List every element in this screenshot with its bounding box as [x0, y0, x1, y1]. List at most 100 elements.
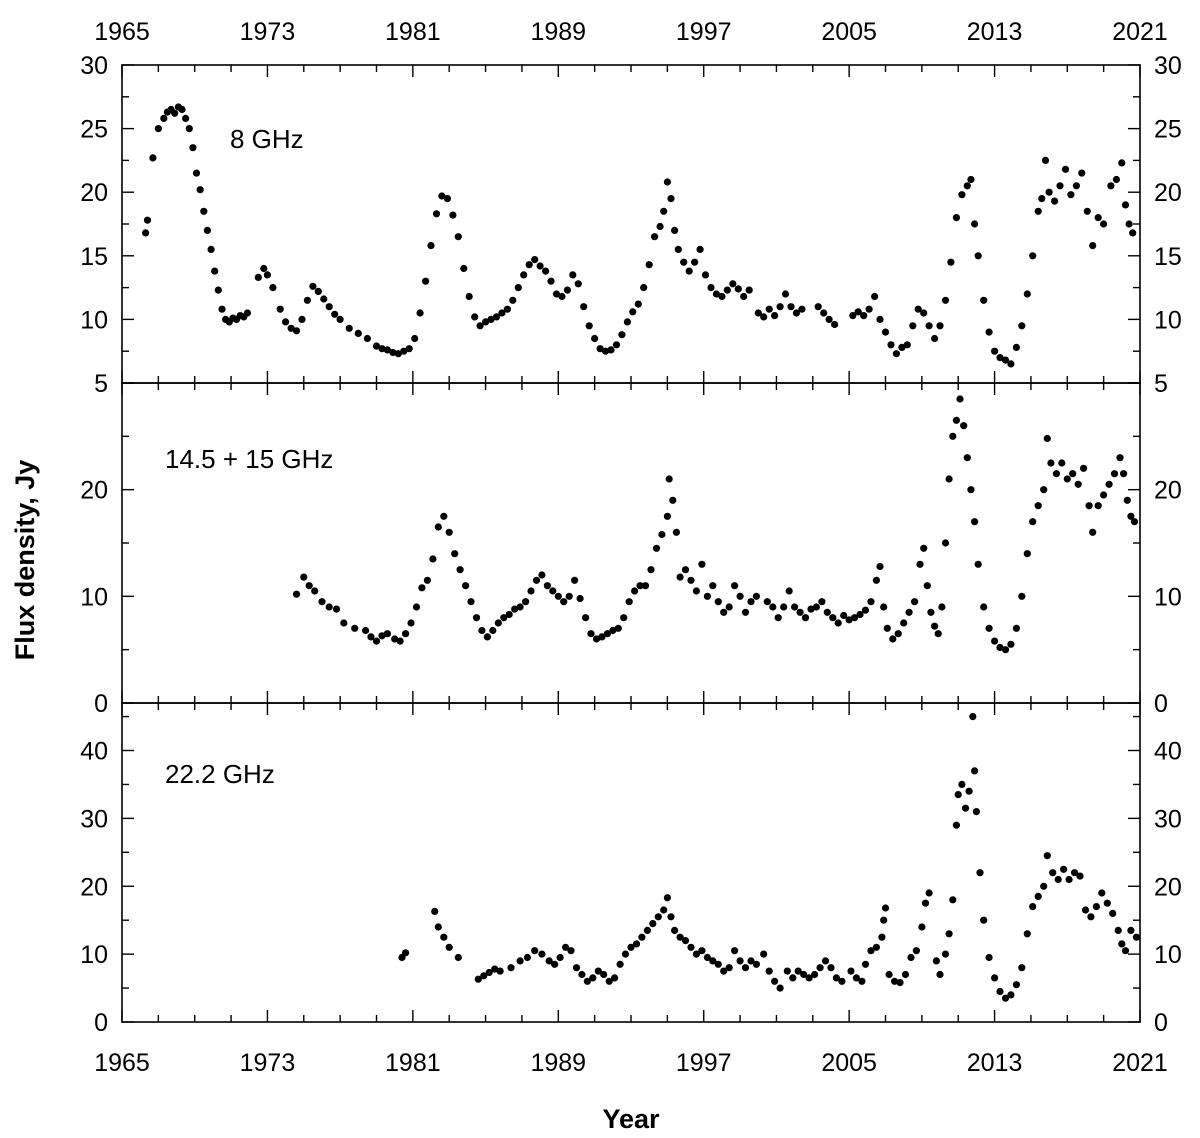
- data-point: [318, 598, 326, 606]
- data-point: [331, 310, 339, 318]
- x-tick-label-bottom: 2021: [1112, 1049, 1168, 1077]
- data-point: [614, 624, 622, 632]
- data-point: [834, 619, 842, 627]
- data-point: [720, 967, 728, 975]
- data-point: [1078, 169, 1086, 177]
- data-point: [752, 592, 761, 600]
- data-point: [903, 341, 911, 349]
- data-point: [362, 626, 370, 635]
- y-tick-label: 5: [94, 370, 108, 398]
- data-point: [789, 974, 797, 982]
- data-point: [958, 191, 966, 199]
- data-point: [1123, 496, 1131, 504]
- data-point: [901, 970, 910, 979]
- data-point: [898, 343, 906, 351]
- data-point: [545, 957, 553, 965]
- data-point: [760, 313, 768, 321]
- data-point: [498, 309, 506, 317]
- data-point: [487, 315, 495, 323]
- data-point: [480, 972, 488, 980]
- x-tick-label-top: 1989: [530, 18, 586, 46]
- data-point: [478, 626, 486, 635]
- data-point: [1043, 852, 1051, 860]
- data-point: [852, 974, 861, 982]
- tick-labels: 5 5 10 10 15 15 20 20 25 25 30 30 0 0 10 10 20 20 0 0 10 10 20…: [80, 18, 1182, 1077]
- data-point: [405, 345, 413, 353]
- data-point: [1034, 207, 1042, 215]
- data-point: [1127, 926, 1135, 935]
- data-point: [980, 296, 988, 304]
- panel-label: 8 GHz: [230, 124, 304, 154]
- data-point: [367, 633, 375, 641]
- data-point: [885, 970, 893, 979]
- data-point: [783, 967, 791, 975]
- data-point: [1067, 191, 1075, 199]
- data-point: [547, 277, 555, 285]
- data-point: [440, 933, 448, 941]
- data-point: [396, 637, 404, 645]
- data-point: [687, 576, 695, 584]
- y-tick-label-right: 30: [1154, 52, 1182, 80]
- data-point: [741, 608, 750, 616]
- data-point: [876, 562, 884, 571]
- data-point: [192, 169, 201, 177]
- data-point: [354, 329, 362, 337]
- data-point: [754, 309, 762, 317]
- data-point: [596, 345, 604, 353]
- data-point: [412, 603, 421, 611]
- data-point: [574, 280, 582, 288]
- data-point: [407, 619, 415, 627]
- panel-frames: [121, 64, 1141, 1023]
- data-point: [1098, 889, 1106, 897]
- data-point: [963, 454, 971, 462]
- data-point: [1012, 624, 1021, 632]
- data-point: [292, 590, 301, 598]
- data-point: [818, 598, 826, 606]
- data-point: [482, 318, 490, 326]
- data-point: [562, 943, 570, 951]
- data-point: [612, 341, 621, 349]
- data-point: [645, 261, 653, 269]
- data-point: [991, 347, 999, 355]
- data-point: [905, 608, 913, 616]
- data-point: [883, 624, 891, 632]
- y-tick-label: 20: [80, 477, 108, 505]
- data-point: [1094, 502, 1102, 510]
- data-point: [1040, 486, 1048, 494]
- data-point: [372, 637, 381, 645]
- data-point: [731, 947, 739, 955]
- y-tick-label-right: 10: [1154, 306, 1182, 334]
- data-point: [680, 258, 688, 266]
- x-tick-label-bottom: 1981: [385, 1049, 441, 1077]
- data-point: [1118, 940, 1126, 948]
- data-point: [945, 475, 953, 483]
- data-point: [687, 943, 695, 951]
- data-point: [787, 303, 795, 311]
- data-point: [332, 605, 341, 613]
- data-point: [800, 970, 808, 979]
- data-point: [400, 347, 408, 355]
- data-point: [569, 271, 577, 279]
- data-point: [1038, 195, 1046, 203]
- data-point: [511, 605, 519, 613]
- y-tick-label: 25: [80, 116, 108, 144]
- data-point: [660, 906, 668, 914]
- y-tick-label: 20: [80, 179, 108, 207]
- data-point: [651, 233, 659, 241]
- data-point: [372, 342, 381, 350]
- data-point: [1092, 903, 1100, 911]
- x-tick-label-bottom: 1997: [676, 1049, 732, 1077]
- data-point: [454, 953, 462, 962]
- data-point: [1001, 356, 1010, 364]
- data-point: [971, 767, 979, 775]
- data-point: [560, 598, 568, 606]
- data-point: [776, 303, 784, 311]
- data-point: [698, 560, 706, 568]
- data-point: [941, 296, 950, 304]
- data-point: [325, 603, 333, 611]
- data-point: [1083, 207, 1091, 215]
- data-point: [538, 571, 546, 579]
- data-point: [974, 560, 982, 568]
- panel-label: 14.5 + 15 GHz: [165, 444, 333, 474]
- x-tick-label-top: 1997: [676, 18, 732, 46]
